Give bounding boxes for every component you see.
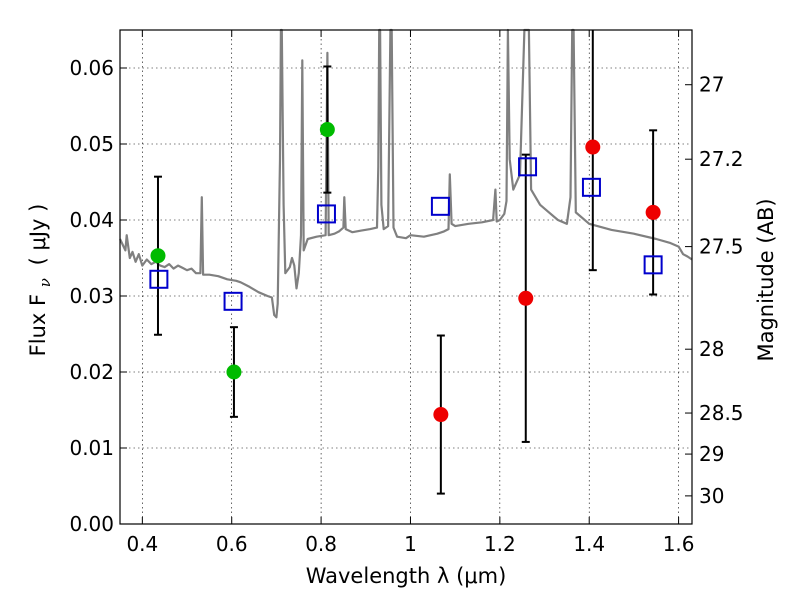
plot-frame (119, 29, 693, 525)
magnitude-tick-label: 30 (699, 484, 724, 508)
model-point (581, 177, 601, 197)
magnitude-tick-label: 28.5 (699, 401, 744, 425)
data-point (150, 248, 166, 264)
x-axis-label: Wavelength λ (μm) (306, 564, 507, 588)
y-tick-label: 0.03 (69, 284, 114, 308)
data-point (518, 290, 534, 306)
y-axis-left-label-unit: ( μJy ) (26, 204, 50, 266)
error-bars (153, 30, 658, 495)
svg-text:Flux F ν ( μJy ): Flux F ν ( μJy ) (26, 204, 55, 357)
y-axis-right-label: Magnitude (AB) (754, 198, 778, 361)
magnitude-tick-label: 27.2 (699, 147, 744, 171)
model-spectrum (119, 28, 693, 319)
grid-lines (120, 30, 692, 525)
y-tick-label: 0.01 (69, 436, 114, 460)
y-axis-right-label-text: Magnitude (AB) (754, 198, 778, 361)
model-point (518, 157, 538, 177)
axis-ticks: 0.4 0.6 0.8 1 1.2 1.4 1.6 0.00 0.01 0.02 0.03 0.04 0… (69, 30, 744, 556)
data-point (433, 407, 449, 423)
x-tick-label: 1 (404, 532, 417, 556)
spectrum-line (119, 28, 693, 319)
model-point (223, 291, 243, 311)
data-markers (149, 122, 663, 423)
y-tick-label: 0.06 (69, 56, 114, 80)
magnitude-tick-label: 28 (699, 337, 724, 361)
y-axis-left-label-text: Flux F (26, 294, 50, 356)
magnitude-tick-label: 27 (699, 73, 724, 97)
data-point (226, 364, 242, 380)
model-point (643, 255, 663, 275)
y-axis-left-label: Flux F ν ( μJy ) (26, 204, 55, 357)
y-tick-label: 0.05 (69, 132, 114, 156)
y-tick-label: 0.00 (69, 512, 114, 536)
model-point (430, 196, 450, 216)
x-tick-label: 0.8 (305, 532, 337, 556)
x-tick-label: 1.6 (663, 532, 695, 556)
magnitude-tick-label: 27.5 (699, 235, 744, 259)
x-tick-label: 1.2 (484, 532, 516, 556)
x-tick-label: 1.4 (573, 532, 605, 556)
y-tick-label: 0.04 (69, 208, 114, 232)
model-point (149, 269, 169, 289)
data-point (585, 139, 601, 155)
y-axis-left-label-subscript: ν (36, 278, 54, 287)
magnitude-tick-label: 29 (699, 442, 724, 466)
x-tick-label: 0.4 (126, 532, 158, 556)
x-tick-label: 0.6 (216, 532, 248, 556)
y-tick-label: 0.02 (69, 360, 114, 384)
model-point (316, 204, 336, 224)
data-point (319, 122, 335, 138)
data-point (645, 204, 661, 220)
